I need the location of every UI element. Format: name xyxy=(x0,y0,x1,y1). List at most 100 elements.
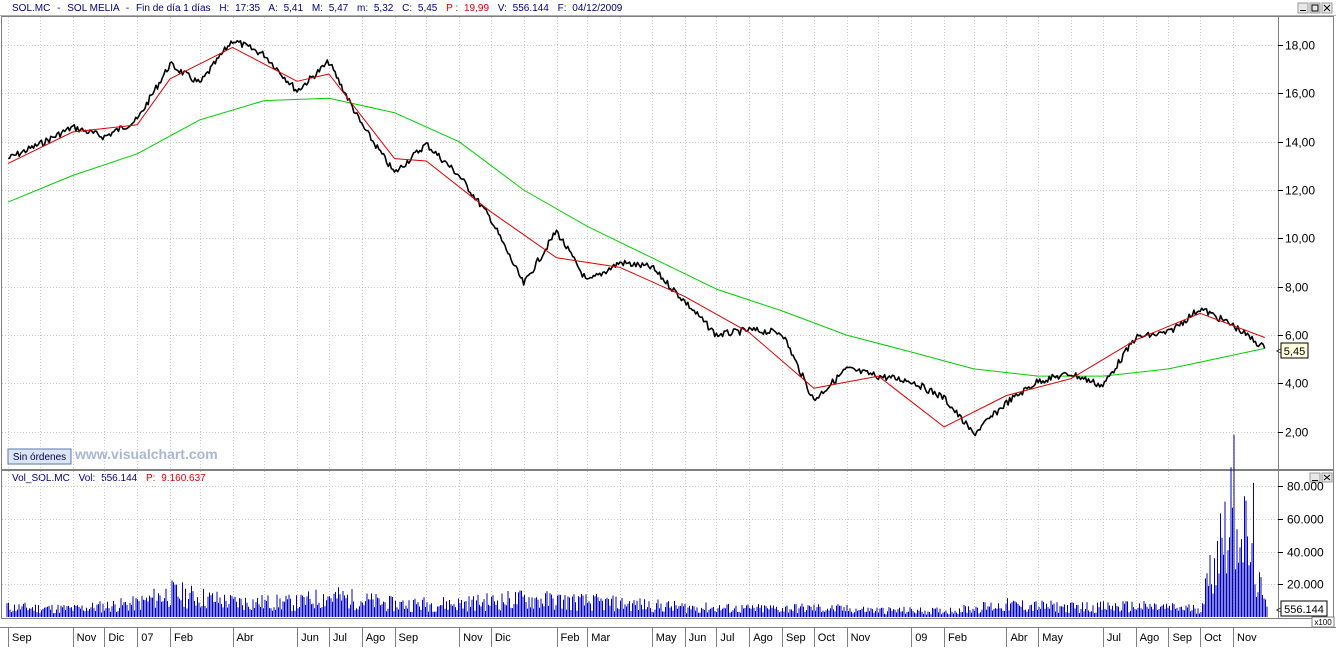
x-tick-label: Sep xyxy=(12,632,32,644)
header-name: SOL MELIA xyxy=(67,3,120,14)
x-tick-label: Ago xyxy=(753,632,773,644)
x-tick-label: Sep xyxy=(786,632,806,644)
series-ma-short xyxy=(7,46,1265,428)
header-p-value: 19,99 xyxy=(464,3,489,14)
maximize-button[interactable] xyxy=(1309,2,1321,14)
volume-close-icon xyxy=(1323,474,1331,481)
x-tick-label: Abr xyxy=(1010,632,1027,644)
volume-tick-label: 20.000 xyxy=(1287,578,1324,592)
volume-minimize-button[interactable] xyxy=(1309,472,1321,483)
header-separator-2: - xyxy=(126,3,129,14)
price-tick-label: 14,00 xyxy=(1285,136,1315,150)
header-min-label: m: xyxy=(357,3,368,14)
volume-window-buttons xyxy=(1309,472,1333,483)
maximize-icon xyxy=(1311,4,1319,12)
price-tick-label: 10,00 xyxy=(1285,232,1315,246)
volume-header: Vol_SOL.MC Vol: 556.144 P: 9.160.637 xyxy=(12,473,206,484)
x-tick-label: May xyxy=(656,632,677,644)
x-tick-label: Nov xyxy=(851,632,871,644)
header-f-label: F: xyxy=(558,3,567,14)
price-tick-label: 4,00 xyxy=(1285,377,1309,391)
volume-header-p-value: 9.160.637 xyxy=(161,473,206,484)
header-m-label: M: xyxy=(312,3,323,14)
x-tick-label: Sep xyxy=(1172,632,1192,644)
x-tick-label: Jul xyxy=(720,632,734,644)
last-volume-tag: < 556.144 xyxy=(1276,600,1328,617)
chart-header: SOL.MC - SOL MELIA - Fin de día 1 días H… xyxy=(12,3,623,14)
x-tick-label: May xyxy=(1042,632,1063,644)
close-button[interactable] xyxy=(1321,2,1333,14)
last-price-tag: < 5,45 xyxy=(1276,342,1309,359)
price-series-layer xyxy=(7,39,1266,437)
window-buttons xyxy=(1297,2,1333,14)
header-a-value: 5,41 xyxy=(284,3,304,14)
price-tick-label: 8,00 xyxy=(1285,281,1309,295)
x-tick-label: Dic xyxy=(108,632,124,644)
header-v-label: V: xyxy=(498,3,507,14)
x-tick-label: Nov xyxy=(1237,632,1257,644)
price-y-axis: 2,00 4,00 6,00 8,00 10,00 12,00 14,00 16,00 18,0… xyxy=(1278,39,1315,440)
x-tick-label: Oct xyxy=(1204,632,1221,644)
x-tick-label: Sep xyxy=(399,632,419,644)
header-symbol: SOL.MC xyxy=(12,3,50,14)
sin-ordenes-button[interactable]: Sin órdenes xyxy=(7,448,72,465)
svg-text:<: < xyxy=(1276,346,1281,356)
price-tick-label: 6,00 xyxy=(1285,329,1309,343)
volume-y-axis: 20.000 40.000 60.000 80.000 xyxy=(1278,480,1324,592)
header-p-label: P : xyxy=(446,3,458,14)
sin-ordenes-label: Sin órdenes xyxy=(13,452,66,463)
x-tick-label: Jul xyxy=(1107,632,1121,644)
x-tick-label: Ago xyxy=(1140,632,1160,644)
price-tick-label: 18,00 xyxy=(1285,39,1315,53)
header-h-value: 17:35 xyxy=(235,3,260,14)
volume-tick-label: 60.000 xyxy=(1287,513,1324,527)
x-axis: Sep Nov Dic 07 Feb Abr Jun Jul Ago Sep Nov Dic Feb Ma… xyxy=(8,627,1257,647)
close-icon xyxy=(1323,4,1331,12)
series-price xyxy=(7,39,1266,437)
header-h-label: H: xyxy=(219,3,229,14)
header-c-label: C: xyxy=(402,3,412,14)
x-tick-label: Jun xyxy=(301,632,319,644)
volume-tick-label: 80.000 xyxy=(1287,480,1324,494)
last-price-value: 5,45 xyxy=(1284,346,1305,358)
volume-header-vol-label: Vol: xyxy=(79,473,96,484)
header-c-value: 5,45 xyxy=(418,3,438,14)
x-tick-label: Feb xyxy=(561,632,580,644)
price-tick-label: 12,00 xyxy=(1285,184,1315,198)
x-tick-label: Jul xyxy=(333,632,347,644)
header-a-label: A: xyxy=(268,3,277,14)
header-min-value: 5,32 xyxy=(374,3,394,14)
header-v-value: 556.144 xyxy=(513,3,550,14)
header-f-value: 04/12/2009 xyxy=(572,3,622,14)
price-tick-label: 16,00 xyxy=(1285,87,1315,101)
x-tick-label: Nov xyxy=(77,632,97,644)
title-bar xyxy=(0,0,1336,16)
x-tick-label: Jun xyxy=(689,632,707,644)
series-ma-long xyxy=(7,97,1265,377)
volume-header-vol-value: 556.144 xyxy=(101,473,138,484)
price-panel xyxy=(1,16,1334,470)
volume-panel xyxy=(1,470,1334,619)
x-tick-label: Oct xyxy=(818,632,835,644)
volume-tick-label: 40.000 xyxy=(1287,546,1324,560)
svg-text:<: < xyxy=(1276,605,1281,615)
x-tick-label: Abr xyxy=(237,632,254,644)
volume-scale-label: x100 xyxy=(1314,618,1332,627)
last-volume-value: 556.144 xyxy=(1284,604,1324,616)
x-tick-label: Feb xyxy=(174,632,193,644)
volume-scale-tag: x100 xyxy=(1311,616,1335,628)
watermark: www.visualchart.com xyxy=(74,446,218,462)
x-tick-label: Dic xyxy=(495,632,511,644)
minimize-button[interactable] xyxy=(1297,2,1309,14)
header-period: Fin de día 1 días xyxy=(136,3,211,14)
x-tick-label: Ago xyxy=(366,632,386,644)
x-tick-label: 07 xyxy=(141,632,153,644)
x-tick-label: 09 xyxy=(915,632,927,644)
header-m-value: 5,47 xyxy=(329,3,349,14)
volume-bars xyxy=(6,434,1268,617)
x-tick-label: Mar xyxy=(591,632,610,644)
header-separator: - xyxy=(57,3,60,14)
volume-header-label: Vol_SOL.MC xyxy=(12,473,70,484)
x-tick-label: Nov xyxy=(463,632,483,644)
